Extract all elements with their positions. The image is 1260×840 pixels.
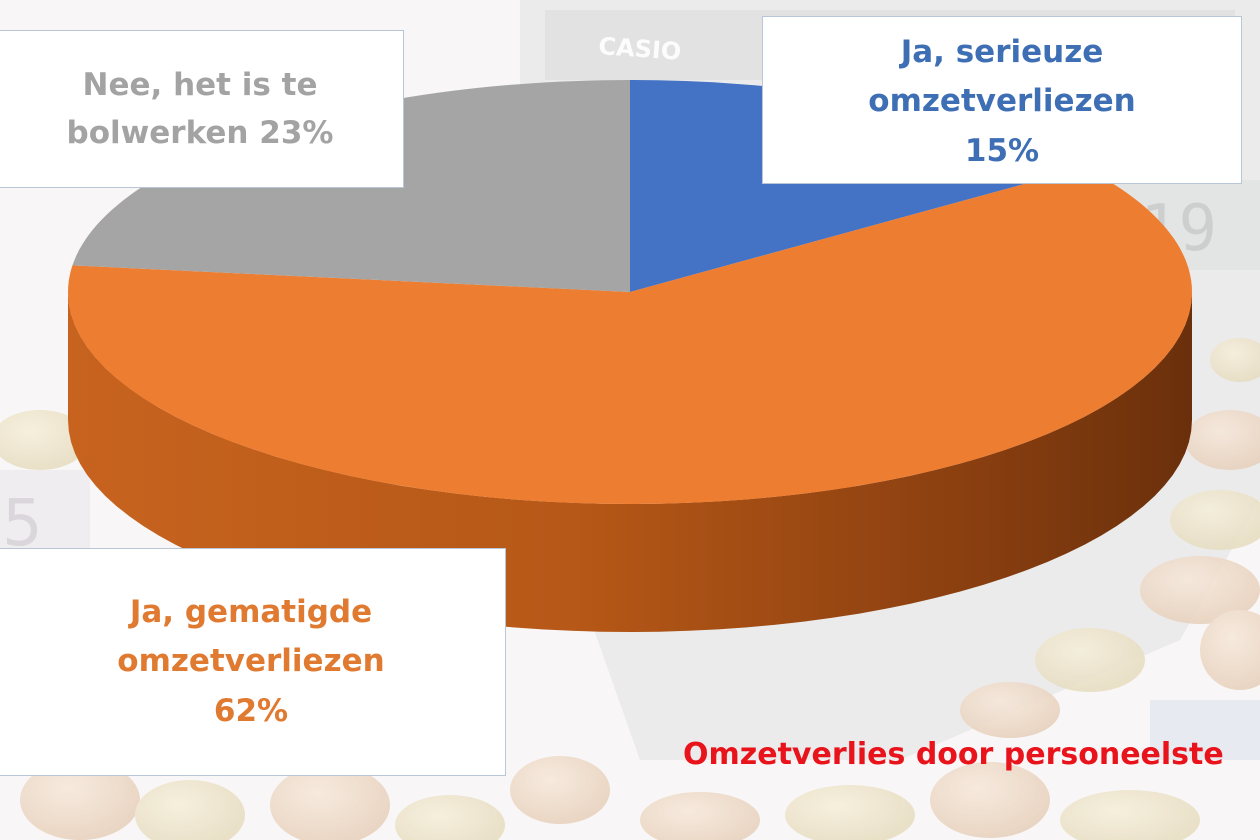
data-label-serious: Ja, serieuze omzetverliezen 15% [762,16,1242,184]
pie-side-moderate [68,292,1192,632]
data-label-none-line2: bolwerken 23% [66,115,334,151]
data-label-none: Nee, het is te bolwerken 23% [0,30,404,188]
data-label-moderate-line2: omzetverliezen [117,643,385,680]
data-label-moderate-line1: Ja, gematigde [129,593,373,630]
pie-slice-moderate [68,167,1192,504]
data-label-serious-line2: omzetverliezen [868,83,1136,120]
calculator-brand: CASIO [598,32,683,66]
data-label-moderate-value: 62% [213,692,289,729]
data-label-serious-line1: Ja, serieuze [900,33,1104,70]
data-label-moderate: Ja, gematigde omzetverliezen 62% [0,548,506,776]
pie-sides [68,292,1192,632]
data-label-serious-value: 15% [964,132,1040,169]
data-label-none-line1: Nee, het is te [82,66,318,103]
chart-title: Omzetverlies door personeelste [683,737,1224,772]
